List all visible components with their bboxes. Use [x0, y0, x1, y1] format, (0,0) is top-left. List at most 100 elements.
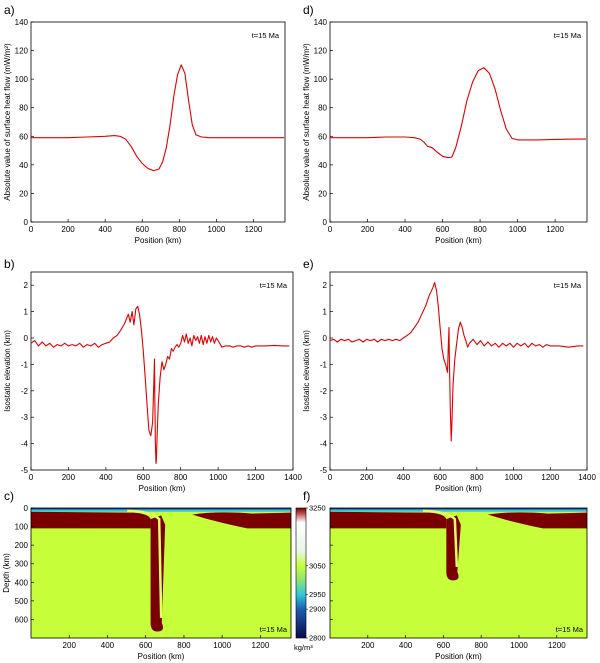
chart-panel-d: 0 200 400 600 800 1000 1200 0 20 40 60 80 100 120 140 P… — [302, 3, 588, 245]
slab-left-plate — [31, 511, 151, 529]
x-tick-label: 200 — [360, 473, 374, 482]
colorbar-tick-label: 2800 — [309, 634, 326, 643]
x-tick-label: 400 — [99, 473, 113, 482]
x-tick-label: 800 — [473, 225, 487, 234]
y-axis-label: Absolute value of surface heat flow (mW/… — [302, 43, 311, 201]
x-tick-label: 0 — [29, 225, 34, 234]
chart-panel-b: 0 200 400 600 800 1000 1200 1400 -5 -4 -3 -2 -1 0 1 2 Po… — [3, 257, 302, 493]
x-tick-label: 1000 — [209, 473, 227, 482]
y-axis-label: Depth (km) — [2, 553, 11, 593]
y-tick-label: 120 — [15, 47, 29, 56]
y-tick-label: 0 — [24, 218, 29, 227]
time-annotation: t=15 Ma — [554, 281, 582, 290]
y-tick-label: -3 — [320, 413, 328, 422]
y-tick-label: -5 — [21, 466, 29, 475]
x-axis-label: Position (km) — [435, 652, 482, 661]
x-tick-label: 600 — [436, 225, 450, 234]
density-field — [330, 508, 587, 638]
panel-label: e) — [303, 257, 314, 271]
slab-left-plate — [330, 511, 447, 529]
panel-label: a) — [4, 3, 15, 17]
crust-blue — [31, 508, 291, 510]
y-tick-label: 1 — [24, 308, 29, 317]
x-tick-label: 400 — [399, 641, 413, 650]
x-axis-label: Position (km) — [138, 652, 185, 661]
x-axis-label: Position (km) — [139, 484, 186, 493]
y-tick-label: 140 — [314, 18, 328, 27]
y-tick-label: 300 — [15, 560, 29, 569]
chart-panel-c: 200 400 600 800 1000 1200 0 100 200 300 400 500 600 P… — [2, 489, 292, 661]
x-tick-label: 1400 — [578, 473, 596, 482]
x-tick-label: 1200 — [546, 225, 564, 234]
colorbar-tick-label: 3050 — [309, 561, 326, 570]
y-axis-label: Isostatic elevation (km) — [302, 330, 311, 412]
x-tick-label: 1200 — [252, 641, 270, 650]
x-tick-label: 600 — [437, 641, 451, 650]
y-tick-label: 120 — [314, 47, 328, 56]
crust-blue — [330, 508, 587, 510]
time-annotation: t=15 Ma — [260, 281, 288, 290]
chart-panel-a: 0 200 400 600 800 1000 1200 0 20 40 60 80 100 120 140 P… — [3, 3, 286, 245]
plot-frame — [329, 21, 588, 223]
crust-cyan — [330, 508, 587, 512]
y-axis-label: Absolute value of surface heat flow (mW/… — [3, 43, 12, 201]
y-tick-label: 140 — [15, 18, 29, 27]
y-tick-label: 100 — [15, 523, 29, 532]
x-tick-label: 200 — [62, 473, 76, 482]
time-annotation: t=15 Ma — [554, 31, 582, 40]
x-tick-label: 0 — [328, 473, 333, 482]
y-tick-label: 0 — [323, 334, 328, 343]
series-line-0 — [31, 64, 285, 172]
y-tick-label: -2 — [21, 387, 29, 396]
y-tick-label: 0 — [323, 218, 328, 227]
y-tick-label: 80 — [19, 104, 28, 113]
plot-frame — [30, 21, 286, 223]
colorbar-tick-label: 2950 — [309, 590, 326, 599]
time-annotation: t=15 Ma — [260, 625, 288, 634]
plot-frame — [30, 507, 292, 639]
panel-label: f) — [303, 489, 310, 503]
series-line-0 — [329, 282, 584, 442]
y-tick-label: 80 — [318, 104, 327, 113]
x-tick-label: 1200 — [247, 473, 265, 482]
y-tick-label: 400 — [15, 578, 29, 587]
y-tick-label: -5 — [320, 466, 328, 475]
y-tick-label: 1 — [323, 308, 328, 317]
panel-label: b) — [4, 257, 15, 271]
y-tick-label: 60 — [19, 132, 28, 141]
x-tick-label: 600 — [139, 641, 153, 650]
colorbar-tick-label: 2900 — [309, 605, 326, 614]
x-tick-label: 1000 — [509, 225, 527, 234]
y-tick-label: 40 — [318, 161, 327, 170]
time-annotation: t=15 Ma — [556, 625, 584, 634]
y-tick-label: 20 — [318, 189, 327, 198]
x-tick-label: 400 — [98, 225, 112, 234]
y-axis-label: Isostatic elevation (km) — [3, 330, 12, 412]
y-tick-label: 200 — [15, 541, 29, 550]
x-axis-label: Position (km) — [435, 484, 482, 493]
plot-frame — [329, 507, 588, 639]
x-tick-label: 0 — [328, 225, 333, 234]
y-tick-label: 40 — [19, 161, 28, 170]
dragged-crust — [422, 509, 459, 567]
y-tick-label: 2 — [323, 281, 328, 290]
x-tick-label: 1000 — [213, 641, 231, 650]
x-tick-label: 800 — [173, 225, 187, 234]
colorbar-bar — [295, 507, 307, 639]
series-line-0 — [30, 305, 290, 464]
y-tick-label: 100 — [314, 75, 328, 84]
x-tick-label: 600 — [433, 473, 447, 482]
colorbar-unit: kg/m³ — [294, 643, 313, 652]
x-tick-label: 400 — [101, 641, 115, 650]
x-tick-label: 800 — [174, 473, 188, 482]
y-tick-label: 0 — [24, 504, 29, 513]
y-tick-label: 20 — [19, 189, 28, 198]
x-tick-label: 1200 — [245, 225, 263, 234]
y-tick-label: -4 — [21, 440, 29, 449]
x-tick-label: 400 — [398, 225, 412, 234]
y-tick-label: -2 — [320, 387, 328, 396]
colorbar-tick-label: 3250 — [309, 504, 326, 513]
slab-right-plate — [192, 512, 291, 529]
